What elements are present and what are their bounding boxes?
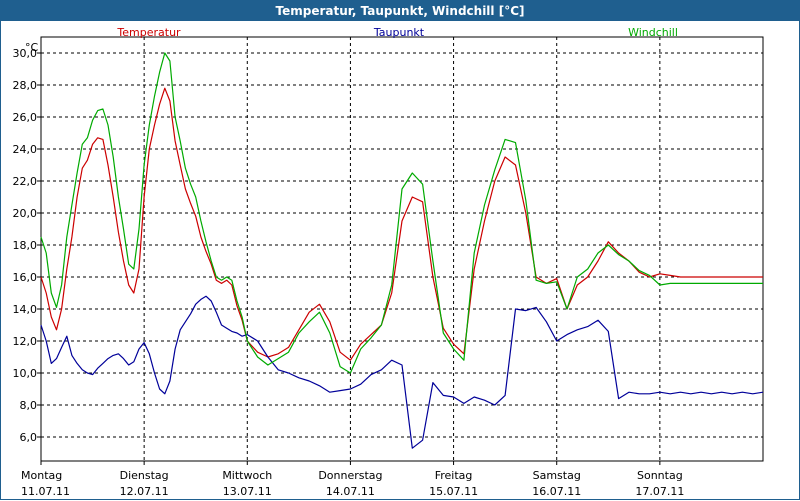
- y-tick-label: 22,0: [13, 175, 38, 188]
- y-tick-label: 6,0: [20, 431, 38, 444]
- series-line-taupunkt: [40, 295, 764, 449]
- x-tick-date-label: 17.07.11: [635, 485, 684, 498]
- gridlines: [41, 37, 763, 461]
- legend: Temperatur Taupunkt Windchill: [116, 26, 678, 39]
- x-tick-date-label: 14.07.11: [326, 485, 375, 498]
- chart-title: Temperatur, Taupunkt, Windchill [°C]: [1, 1, 799, 21]
- y-tick-label: 20,0: [13, 207, 38, 220]
- x-tick-day-label: Montag: [21, 469, 62, 482]
- x-tick-date-label: 11.07.11: [21, 485, 70, 498]
- y-tick-label: 30,0: [13, 47, 38, 60]
- series-line-windchill: [40, 52, 763, 374]
- y-tick-label: 18,0: [13, 239, 38, 252]
- plot-area: [40, 36, 764, 462]
- x-tick-day-label: Dienstag: [120, 469, 169, 482]
- x-tick-day-label: Samstag: [533, 469, 581, 482]
- y-axis-label: °C: [25, 41, 39, 54]
- x-tick-date-label: 13.07.11: [223, 485, 272, 498]
- series-lines: [40, 52, 764, 449]
- x-tick-day-label: Mittwoch: [222, 469, 272, 482]
- legend-item-temperatur: Temperatur: [116, 26, 181, 39]
- x-tick-date-label: 12.07.11: [120, 485, 169, 498]
- legend-item-taupunkt: Taupunkt: [373, 26, 425, 39]
- y-tick-label: 12,0: [13, 335, 38, 348]
- y-tick-label: 8,0: [20, 399, 38, 412]
- x-tick-day-label: Sonntag: [637, 469, 683, 482]
- x-tick-date-label: 16.07.11: [532, 485, 581, 498]
- y-tick-label: 26,0: [13, 111, 38, 124]
- x-tick-day-label: Donnerstag: [318, 469, 382, 482]
- y-tick-label: 24,0: [13, 143, 38, 156]
- y-tick-label: 10,0: [13, 367, 38, 380]
- y-axis-tick-labels: 6,0 8,0 10,0 12,0 14,0 16,0 18,0 20,0 22,0 24,0 26…: [13, 47, 41, 444]
- series-line-temperatur: [40, 87, 763, 361]
- x-tick-day-label: Freitag: [435, 469, 473, 482]
- y-tick-label: 16,0: [13, 271, 38, 284]
- y-tick-label: 28,0: [13, 79, 38, 92]
- plot-background: [40, 36, 764, 462]
- legend-item-windchill: Windchill: [628, 26, 678, 39]
- y-tick-label: 14,0: [13, 303, 38, 316]
- x-tick-date-label: 15.07.11: [429, 485, 478, 498]
- x-axis-tick-labels: Montag 11.07.11 Dienstag 12.07.11 Mittwoch 13…: [21, 461, 684, 498]
